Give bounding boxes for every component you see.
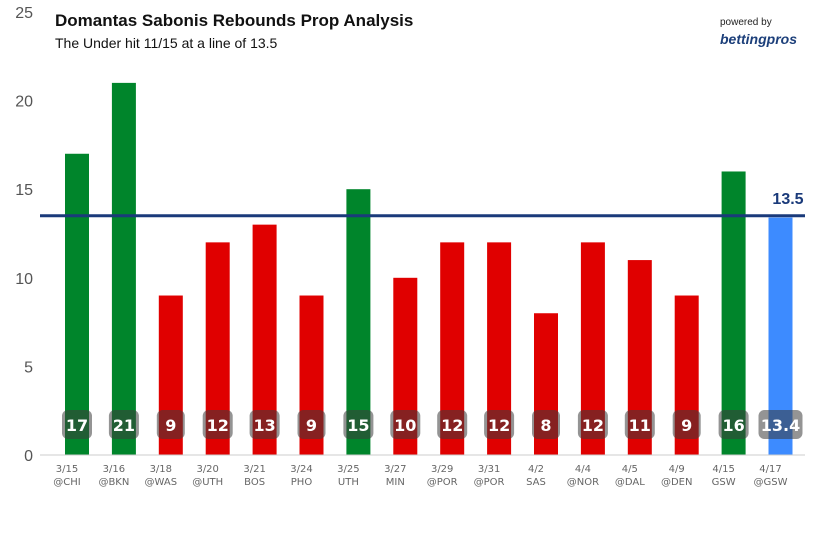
value-label: 21 <box>113 416 135 435</box>
bar-over <box>65 153 89 455</box>
value-badge <box>249 410 280 439</box>
y-tick-label: 5 <box>24 359 33 376</box>
x-tick-date: 3/29 <box>431 464 453 475</box>
x-tick-date: 3/16 <box>103 464 125 475</box>
value-badge <box>62 410 92 439</box>
value-label: 15 <box>347 416 369 435</box>
y-tick-label: 0 <box>24 448 33 465</box>
value-badge <box>156 410 185 439</box>
x-tick-opponent: @DAL <box>615 477 645 488</box>
x-tick-opponent: @GSW <box>754 477 788 488</box>
x-tick-opponent: @POR <box>474 477 505 488</box>
x-tick-opponent: @BKN <box>98 477 129 488</box>
x-tick-opponent: BOS <box>244 477 265 488</box>
value-badge <box>672 410 701 439</box>
x-tick-date: 3/27 <box>384 464 406 475</box>
x-tick-date: 3/25 <box>337 464 359 475</box>
x-tick-opponent: PHO <box>291 477 313 488</box>
value-label: 12 <box>207 416 229 435</box>
prop-line-label: 13.5 <box>772 191 803 208</box>
x-tick-date: 3/20 <box>196 464 218 475</box>
x-tick-opponent: SAS <box>526 477 546 488</box>
y-tick-label: 25 <box>15 5 33 22</box>
value-badge <box>437 410 468 439</box>
value-badge <box>343 410 374 439</box>
bettingpros-logo: bettingpros <box>720 31 797 47</box>
value-label: 11 <box>629 416 651 435</box>
bar-over <box>721 171 746 456</box>
value-label: 9 <box>681 416 692 435</box>
x-tick-date: 3/31 <box>478 464 500 475</box>
x-tick-date: 3/15 <box>56 464 78 475</box>
x-tick-opponent: @NOR <box>567 477 599 488</box>
chart-title: Domantas Sabonis Rebounds Prop Analysis <box>55 11 414 30</box>
value-label: 17 <box>66 416 88 435</box>
x-tick-opponent: @UTH <box>192 477 223 488</box>
bar-over <box>111 82 136 455</box>
value-label: 13.4 <box>761 416 800 435</box>
x-tick-date: 4/5 <box>622 464 638 475</box>
value-label: 12 <box>488 416 510 435</box>
value-label: 16 <box>722 416 744 435</box>
value-badge <box>718 410 749 439</box>
value-badge <box>758 410 803 439</box>
x-tick-opponent: @POR <box>427 477 458 488</box>
x-tick-date: 4/15 <box>712 464 734 475</box>
value-badge <box>390 410 421 439</box>
value-badge <box>577 410 608 439</box>
value-label: 13 <box>253 416 275 435</box>
x-tick-date: 3/21 <box>243 464 265 475</box>
value-badge <box>532 410 560 439</box>
value-label: 8 <box>540 416 551 435</box>
x-tick-date: 3/18 <box>150 464 172 475</box>
value-badge <box>202 410 233 439</box>
x-tick-date: 4/9 <box>669 464 685 475</box>
y-tick-label: 15 <box>15 182 33 199</box>
x-tick-opponent: @DEN <box>661 477 693 488</box>
value-badge <box>297 410 326 439</box>
x-tick-opponent: @CHI <box>53 477 80 488</box>
value-badge <box>108 410 139 439</box>
value-label: 12 <box>582 416 604 435</box>
value-label: 12 <box>441 416 463 435</box>
powered-by-text: powered by <box>720 17 772 28</box>
y-tick-label: 10 <box>15 271 33 288</box>
y-tick-label: 20 <box>15 94 33 111</box>
x-tick-opponent: GSW <box>712 477 736 488</box>
chart-subtitle: The Under hit 11/15 at a line of 13.5 <box>55 35 278 51</box>
x-tick-date: 4/17 <box>759 464 781 475</box>
value-label: 9 <box>306 416 317 435</box>
x-tick-date: 4/2 <box>528 464 544 475</box>
x-tick-opponent: @WAS <box>145 477 178 488</box>
value-label: 10 <box>394 416 416 435</box>
value-label: 9 <box>165 416 176 435</box>
x-tick-date: 4/4 <box>575 464 591 475</box>
value-badge <box>484 410 515 439</box>
x-tick-opponent: MIN <box>386 477 405 488</box>
value-badge <box>624 410 655 439</box>
x-tick-date: 3/24 <box>290 464 312 475</box>
x-tick-opponent: UTH <box>338 477 359 488</box>
